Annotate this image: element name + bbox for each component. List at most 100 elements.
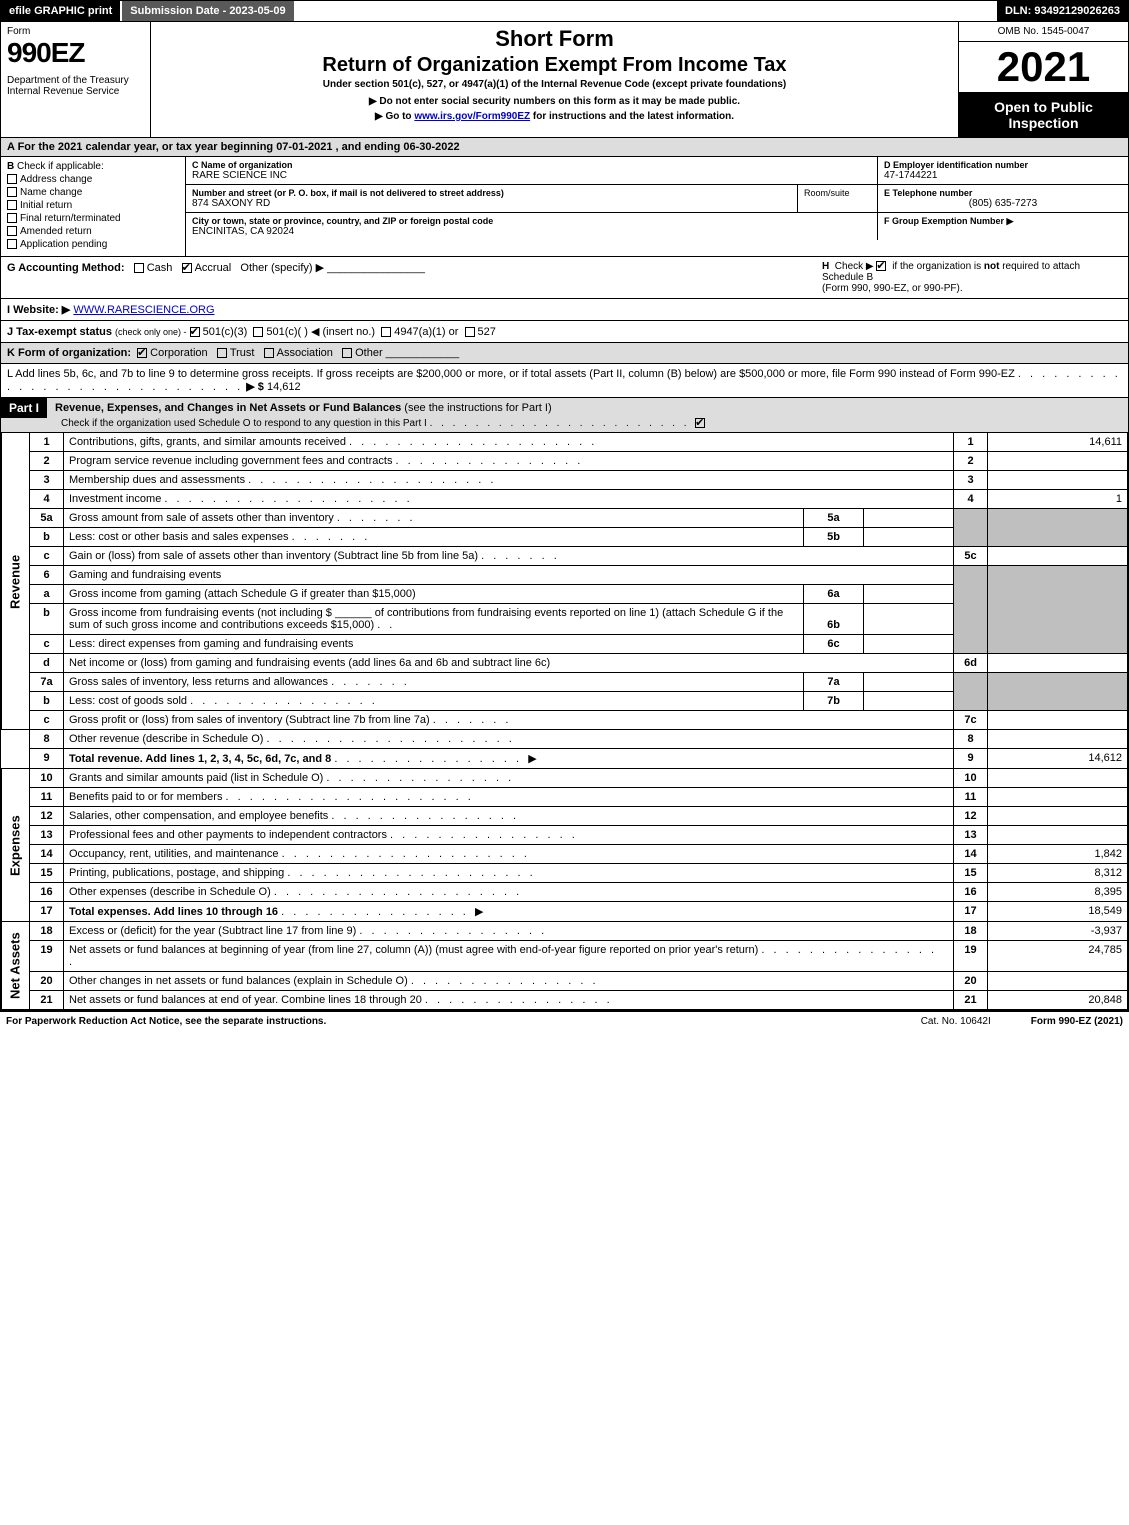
website-label: I Website: ▶ bbox=[7, 304, 70, 316]
l6b-subval bbox=[864, 604, 954, 635]
l16-ref: 16 bbox=[954, 883, 988, 902]
footer: For Paperwork Reduction Act Notice, see … bbox=[0, 1011, 1129, 1031]
footer-form-suf: (2021) bbox=[1091, 1016, 1123, 1027]
website-link[interactable]: WWW.RARESCIENCE.ORG bbox=[73, 304, 214, 316]
street-cell: Number and street (or P. O. box, if mail… bbox=[186, 185, 798, 212]
l11-num: 11 bbox=[30, 788, 64, 807]
l13-num: 13 bbox=[30, 826, 64, 845]
chk-address[interactable]: Address change bbox=[7, 174, 179, 185]
chk-other-org[interactable] bbox=[342, 348, 352, 358]
room-cell: Room/suite bbox=[798, 185, 878, 212]
chk-schedule-o[interactable] bbox=[695, 418, 705, 428]
l8-val bbox=[988, 730, 1128, 749]
chk-assoc[interactable] bbox=[264, 348, 274, 358]
l4-desc: Investment income . . . . . . . . . . . … bbox=[64, 490, 954, 509]
city-value: ENCINITAS, CA 92024 bbox=[192, 226, 871, 237]
l17-num: 17 bbox=[30, 902, 64, 922]
l20-ref: 20 bbox=[954, 972, 988, 991]
footer-form: 990-EZ bbox=[1059, 1016, 1092, 1027]
l10-val bbox=[988, 769, 1128, 788]
return-title: Return of Organization Exempt From Incom… bbox=[157, 54, 952, 77]
chk-schedule-b[interactable] bbox=[876, 261, 886, 271]
l-arrow: ▶ $ bbox=[246, 381, 264, 393]
l3-ref: 3 bbox=[954, 471, 988, 490]
chk-527[interactable] bbox=[465, 327, 475, 337]
part1-header: Part I Revenue, Expenses, and Changes in… bbox=[1, 397, 1128, 418]
chk-final[interactable]: Final return/terminated bbox=[7, 213, 179, 224]
l5a-num: 5a bbox=[30, 509, 64, 528]
footer-catno: Cat. No. 10642I bbox=[921, 1016, 991, 1027]
l3-num: 3 bbox=[30, 471, 64, 490]
j-sub: (check only one) - bbox=[115, 327, 187, 337]
chk-amended[interactable]: Amended return bbox=[7, 226, 179, 237]
opt-527: 527 bbox=[478, 326, 496, 338]
dln: DLN: 93492129026263 bbox=[997, 1, 1128, 21]
l5c-desc: Gain or (loss) from sale of assets other… bbox=[64, 547, 954, 566]
part1-label: Part I bbox=[1, 398, 47, 418]
l6b-subref: 6b bbox=[804, 604, 864, 635]
submission-date: Submission Date - 2023-05-09 bbox=[120, 1, 295, 21]
l10-num: 10 bbox=[30, 769, 64, 788]
l15-val: 8,312 bbox=[988, 864, 1128, 883]
chk-cash[interactable] bbox=[134, 263, 144, 273]
room-label: Room/suite bbox=[804, 188, 871, 198]
org-name-cell: C Name of organization RARE SCIENCE INC bbox=[186, 157, 878, 184]
h-text4: (Form 990, 990-EZ, or 990-PF). bbox=[822, 283, 963, 294]
vlabel-expenses: Expenses bbox=[2, 769, 30, 922]
l21-desc: Net assets or fund balances at end of ye… bbox=[64, 991, 954, 1010]
h-text2: if the organization is bbox=[892, 261, 984, 272]
do-not-enter: ▶ Do not enter social security numbers o… bbox=[157, 96, 952, 107]
l5b-desc: Less: cost or other basis and sales expe… bbox=[64, 528, 804, 547]
l2-val bbox=[988, 452, 1128, 471]
l7-greyref bbox=[954, 673, 988, 711]
k-label: K Form of organization: bbox=[7, 347, 131, 359]
chk-corp[interactable] bbox=[137, 348, 147, 358]
l16-num: 16 bbox=[30, 883, 64, 902]
l12-ref: 12 bbox=[954, 807, 988, 826]
l15-num: 15 bbox=[30, 864, 64, 883]
chk-name[interactable]: Name change bbox=[7, 187, 179, 198]
trust-label: Trust bbox=[230, 347, 255, 359]
chk-4947[interactable] bbox=[381, 327, 391, 337]
l16-desc: Other expenses (describe in Schedule O) … bbox=[64, 883, 954, 902]
chk-trust[interactable] bbox=[217, 348, 227, 358]
l6d-val bbox=[988, 654, 1128, 673]
l-text: L Add lines 5b, 6c, and 7b to line 9 to … bbox=[7, 368, 1015, 380]
l7c-val bbox=[988, 711, 1128, 730]
section-h: H Check ▶ if the organization is not req… bbox=[822, 261, 1122, 294]
form-word: Form bbox=[7, 26, 144, 37]
l6-desc: Gaming and fundraising events bbox=[64, 566, 954, 585]
l18-num: 18 bbox=[30, 922, 64, 941]
l12-desc: Salaries, other compensation, and employ… bbox=[64, 807, 954, 826]
l20-desc: Other changes in net assets or fund bala… bbox=[64, 972, 954, 991]
l7a-desc: Gross sales of inventory, less returns a… bbox=[64, 673, 804, 692]
l1-ref: 1 bbox=[954, 433, 988, 452]
l5a-subval bbox=[864, 509, 954, 528]
chk-accrual[interactable] bbox=[182, 263, 192, 273]
l4-val: 1 bbox=[988, 490, 1128, 509]
l7a-subref: 7a bbox=[804, 673, 864, 692]
part1-title-row: Revenue, Expenses, and Changes in Net As… bbox=[47, 399, 1128, 417]
part1-sub2-dots: . . . . . . . . . . . . . . . . . . . . … bbox=[430, 418, 690, 429]
header-right: OMB No. 1545-0047 2021 Open to Public In… bbox=[958, 22, 1128, 137]
part1-sub2: Check if the organization used Schedule … bbox=[1, 418, 1128, 432]
irs: Internal Revenue Service bbox=[7, 86, 144, 97]
part1-sub2-text: Check if the organization used Schedule … bbox=[61, 418, 427, 429]
section-g: G Accounting Method: Cash Accrual Other … bbox=[7, 261, 822, 294]
chk-501c[interactable] bbox=[253, 327, 263, 337]
group-exemption-label: F Group Exemption Number ▶ bbox=[884, 216, 1122, 227]
tax-year: 2021 bbox=[959, 42, 1128, 92]
part1-title: Revenue, Expenses, and Changes in Net As… bbox=[55, 402, 401, 414]
go-to-link[interactable]: www.irs.gov/Form990EZ bbox=[414, 111, 530, 122]
chk-initial[interactable]: Initial return bbox=[7, 200, 179, 211]
section-e: E Telephone number (805) 635-7273 bbox=[878, 185, 1128, 212]
efile-print[interactable]: efile GRAPHIC print bbox=[1, 1, 120, 21]
under-section: Under section 501(c), 527, or 4947(a)(1)… bbox=[157, 79, 952, 90]
ein-label: D Employer identification number bbox=[884, 160, 1122, 170]
l17-ref: 17 bbox=[954, 902, 988, 922]
l6c-desc: Less: direct expenses from gaming and fu… bbox=[64, 635, 804, 654]
chk-pending[interactable]: Application pending bbox=[7, 239, 179, 250]
l7b-subval bbox=[864, 692, 954, 711]
l10-desc: Grants and similar amounts paid (list in… bbox=[64, 769, 954, 788]
chk-501c3[interactable] bbox=[190, 327, 200, 337]
